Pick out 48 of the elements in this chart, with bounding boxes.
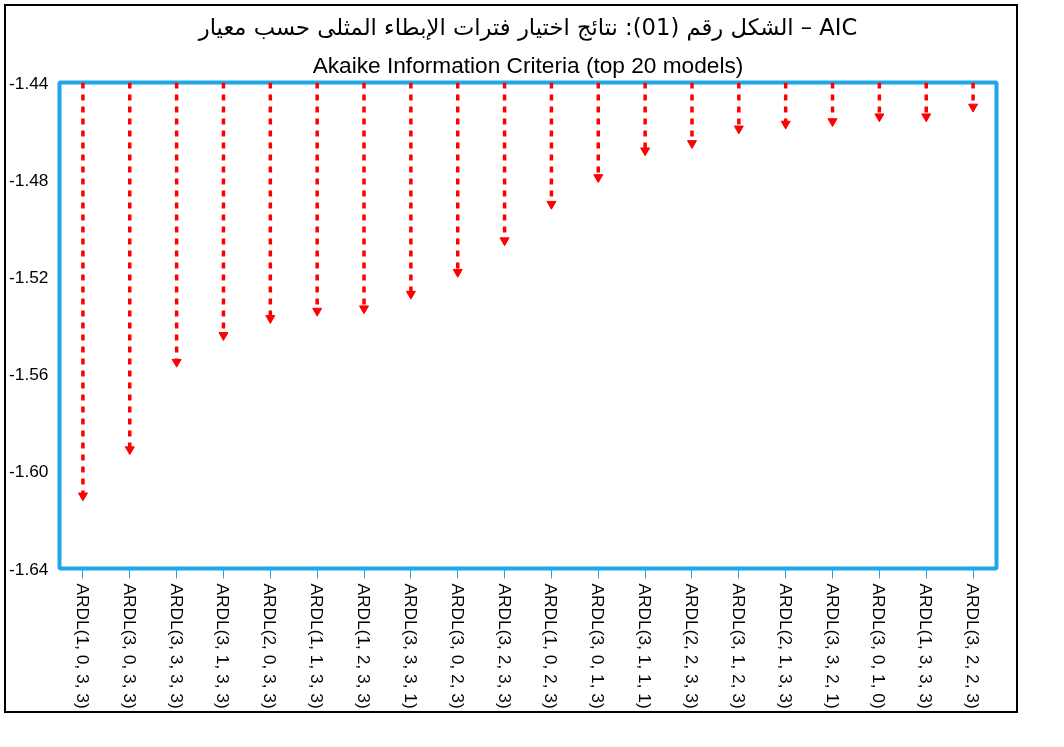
x-tick-label: ARDL(3, 0, 1, 0) bbox=[869, 583, 890, 709]
x-tick-label: ARDL(3, 1, 3, 3) bbox=[213, 583, 234, 709]
point bbox=[218, 332, 229, 341]
point bbox=[827, 118, 838, 128]
x-tick-label: ARDL(1, 3, 3, 3) bbox=[916, 583, 937, 709]
point bbox=[733, 125, 744, 135]
x-tick-label: ARDL(1, 0, 2, 3) bbox=[541, 583, 562, 709]
point bbox=[171, 358, 182, 368]
x-tick-label: ARDL(2, 2, 3, 3) bbox=[681, 583, 702, 709]
x-tick-label: ARDL(2, 0, 3, 3) bbox=[260, 583, 281, 709]
point bbox=[640, 147, 651, 157]
x-tick-label: ARDL(3, 3, 3, 3) bbox=[166, 583, 187, 709]
x-tick-label: ARDL(3, 0, 1, 3) bbox=[588, 583, 609, 709]
y-tick-label: -1.64 bbox=[9, 558, 49, 579]
point bbox=[405, 290, 416, 300]
x-tick-label: ARDL(3, 0, 3, 3) bbox=[119, 583, 140, 709]
point bbox=[312, 307, 323, 317]
y-tick-label: -1.44 bbox=[9, 72, 49, 93]
x-tick-label: ARDL(3, 0, 2, 3) bbox=[447, 583, 468, 709]
x-tick-label: ARDL(3, 2, 2, 3) bbox=[963, 583, 984, 709]
y-tick-label: -1.56 bbox=[9, 364, 49, 385]
point bbox=[77, 492, 88, 502]
y-tick-label: -1.48 bbox=[9, 169, 49, 190]
point bbox=[968, 103, 979, 113]
point bbox=[921, 113, 932, 123]
point bbox=[124, 446, 135, 456]
point bbox=[546, 200, 557, 210]
point bbox=[359, 305, 370, 315]
x-tick-label: ARDL(1, 1, 3, 3) bbox=[307, 583, 328, 709]
x-tick-label: ARDL(3, 2, 3, 3) bbox=[494, 583, 515, 709]
y-tick-label: -1.60 bbox=[9, 461, 49, 482]
x-tick-label: ARDL(3, 1, 2, 3) bbox=[728, 583, 749, 709]
x-tick-label: ARDL(3, 1, 1, 1) bbox=[635, 583, 656, 709]
x-tick-label: ARDL(1, 2, 3, 3) bbox=[354, 583, 375, 709]
point bbox=[874, 113, 885, 123]
chart-subtitle: Akaike Information Criteria (top 20 models) bbox=[312, 51, 744, 78]
x-tick-label: ARDL(3, 3, 2, 1) bbox=[822, 583, 843, 709]
y-tick-label: -1.52 bbox=[9, 266, 49, 287]
point bbox=[593, 174, 604, 183]
point bbox=[780, 120, 791, 130]
x-tick-label: ARDL(1, 0, 3, 3) bbox=[72, 583, 93, 709]
x-tick-label: ARDL(3, 3, 3, 1) bbox=[400, 583, 421, 709]
chart-title: الشكل رقم (01): نتائج اختيار فترات الإبطاء المثلى حسب معيار – AIC bbox=[197, 13, 858, 41]
point bbox=[686, 140, 697, 149]
point bbox=[265, 315, 276, 324]
point bbox=[452, 268, 463, 278]
x-tick-label: ARDL(2, 1, 3, 3) bbox=[775, 583, 796, 709]
point bbox=[499, 237, 510, 247]
